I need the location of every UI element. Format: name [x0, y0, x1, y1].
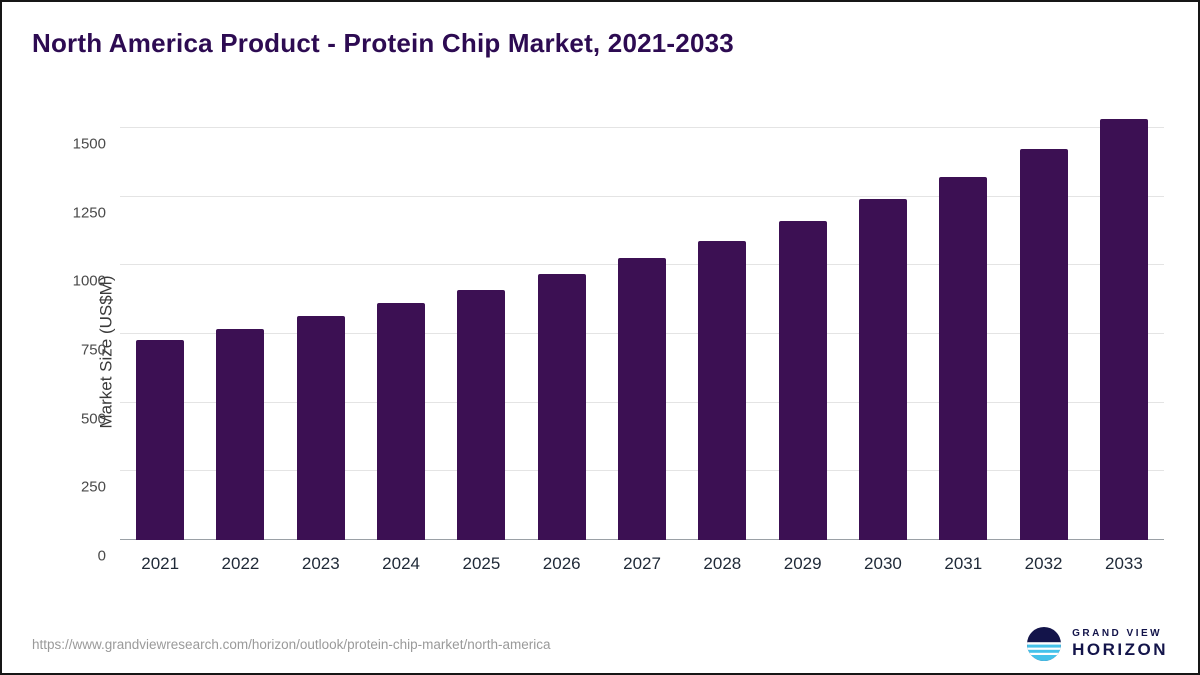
plot-area: 0 250 500 750 1000 1250 1500 2021 2022 2023 2024 20… — [73, 119, 1164, 573]
bar-2033 — [1099, 119, 1148, 540]
gridline: 1250 — [73, 195, 1164, 221]
bar-column: 2030 — [843, 128, 923, 573]
bar-2027 — [618, 258, 667, 540]
chart-title: North America Product - Protein Chip Mar… — [32, 28, 734, 58]
brand-name-bottom: HORIZON — [1072, 639, 1168, 659]
bar-2029 — [778, 221, 827, 540]
bar-column: 2026 — [522, 128, 602, 573]
bar-column: 2021 — [120, 128, 200, 573]
x-tick-label: 2029 — [783, 554, 822, 573]
x-tick-label: 2027 — [623, 554, 661, 573]
source-url: https://www.grandviewresearch.com/horizo… — [32, 636, 551, 652]
brand-name-top: GRAND VIEW — [1072, 628, 1163, 640]
bar-2024 — [377, 303, 426, 540]
gridline: 1500 — [73, 127, 1164, 153]
bar-2030 — [858, 199, 907, 540]
bar-column: 2023 — [281, 128, 361, 573]
x-tick-label: 2028 — [703, 554, 742, 573]
brand-logo: GRAND VIEW HORIZON — [1026, 626, 1168, 662]
bar-column: 2024 — [361, 128, 441, 573]
y-tick-label: 1000 — [72, 272, 106, 290]
y-tick-label: 250 — [80, 478, 106, 496]
x-tick-label: 2026 — [542, 554, 581, 573]
x-tick-label: 2024 — [382, 554, 421, 573]
bar-2026 — [537, 274, 586, 540]
x-tick-label: 2025 — [462, 554, 501, 573]
x-tick-label: 2021 — [141, 554, 180, 573]
y-tick-label: 1500 — [72, 135, 106, 153]
bar-2025 — [457, 289, 506, 540]
x-tick-label: 2031 — [944, 554, 983, 573]
x-tick-label: 2022 — [221, 554, 260, 573]
x-tick-label: 2023 — [301, 554, 340, 573]
bar-column: 2033 — [1084, 119, 1164, 573]
chart-area: Market Size (US$M) 0 250 500 750 1000 1250 150… — [32, 102, 1168, 602]
y-tick-label: 500 — [80, 410, 106, 428]
footer: https://www.grandviewresearch.com/horizo… — [2, 615, 1198, 673]
bar-2022 — [216, 328, 265, 540]
x-tick-label: 2032 — [1024, 554, 1063, 573]
bar-2032 — [1019, 149, 1068, 540]
bar-column: 2028 — [682, 128, 762, 573]
bar-column: 2031 — [923, 128, 1003, 573]
bar-column: 2027 — [602, 128, 682, 573]
bar-column: 2029 — [763, 128, 843, 573]
y-tick-label: 0 — [97, 547, 106, 565]
brand-text: GRAND VIEW HORIZON — [1072, 628, 1168, 659]
bar-2031 — [939, 176, 988, 540]
bar-column: 2025 — [441, 128, 521, 573]
bar-2028 — [698, 240, 747, 540]
x-tick-label: 2033 — [1104, 554, 1143, 573]
bar-column: 2032 — [1003, 128, 1083, 573]
bars-container: 2021 2022 2023 2024 2025 2026 2027 2028 2029 2030… — [120, 119, 1164, 573]
x-tick-label: 2030 — [864, 554, 902, 573]
bar-2021 — [136, 339, 185, 540]
y-tick-label: 1250 — [72, 204, 106, 222]
bar-2023 — [296, 316, 345, 540]
y-tick-label: 750 — [80, 341, 106, 359]
grand-view-horizon-icon — [1027, 627, 1062, 661]
bar-column: 2022 — [200, 128, 280, 573]
